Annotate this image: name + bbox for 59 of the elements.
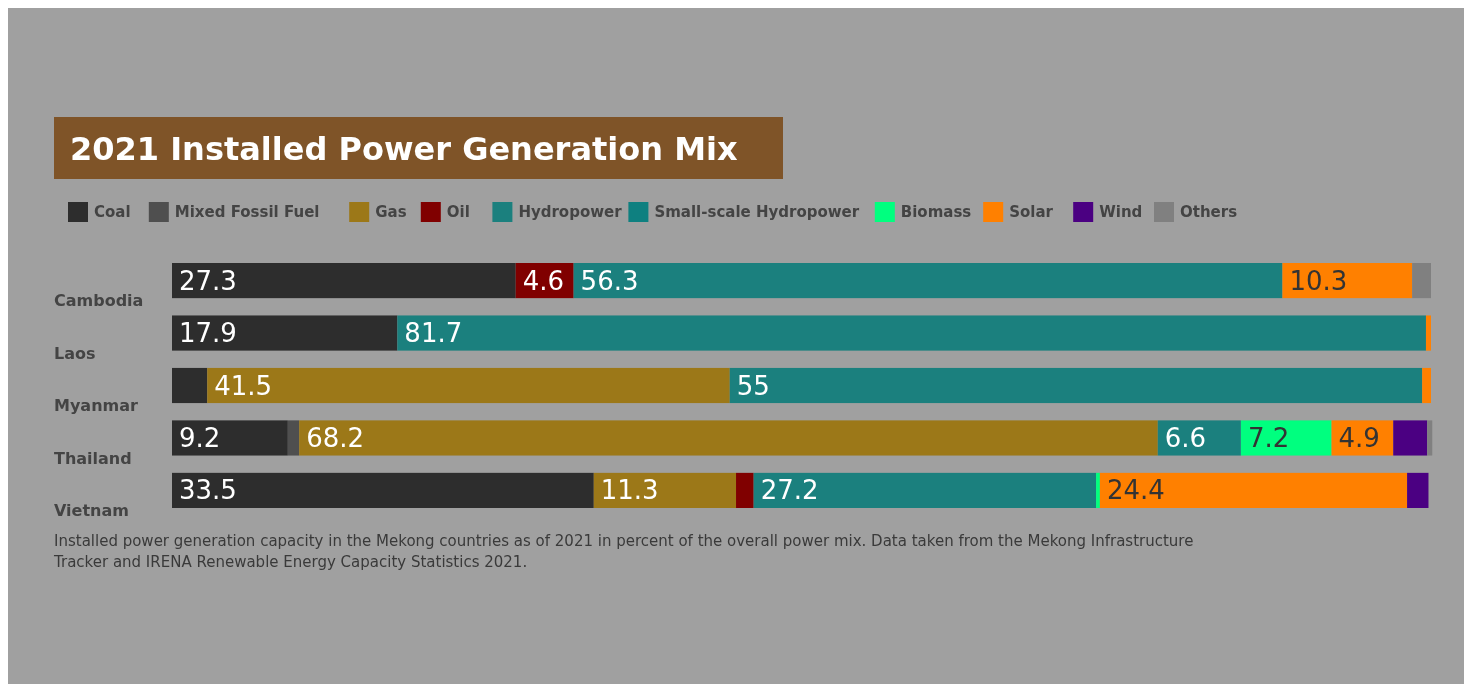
annotation: Installed power generation capacity in the Mekong countries as of 2021 in percent of the overall power mix. Data taken from the Mekong Infrastructure Tracker and IRENA Renewable Energy Capacity Statistics 2021. (53, 532, 1194, 571)
y-tick-label: Laos (54, 343, 96, 363)
bar (1412, 263, 1431, 299)
legend-label: Others (1180, 203, 1238, 221)
chart-title: 2021 Installed Power Generation Mix (70, 130, 738, 168)
data-label: 4.6 (522, 265, 565, 296)
bar (729, 367, 1423, 404)
bar (1425, 315, 1431, 351)
bar (753, 472, 1097, 508)
bar (1393, 420, 1428, 456)
bar (593, 472, 737, 508)
data-label: 27.2 (760, 475, 819, 506)
data-label: 9.2 (179, 422, 221, 453)
legend-label: Gas (375, 203, 407, 221)
data-label: 55 (736, 370, 770, 401)
legend-label: Biomass (900, 203, 972, 221)
bar (1407, 472, 1429, 508)
y-tick-label: Thailand (54, 448, 132, 468)
legend-label: Wind (1099, 203, 1143, 221)
data-label: 27.3 (179, 265, 237, 296)
bar (1282, 263, 1413, 299)
data-label: 4.9 (1338, 422, 1380, 453)
bar (172, 263, 516, 299)
legend-label: Oil (446, 203, 470, 221)
bar (1099, 472, 1408, 508)
bar (1096, 472, 1100, 508)
bar (172, 315, 398, 351)
bar (1240, 420, 1332, 456)
legend-label: Solar (1009, 203, 1054, 221)
bar (573, 263, 1283, 299)
bar (172, 472, 594, 508)
legend-label: Hydropower (518, 203, 623, 221)
y-tick-label: Vietnam (54, 501, 129, 520)
data-label: 11.3 (600, 475, 659, 506)
data-label: 41.5 (214, 370, 273, 401)
bar (172, 420, 288, 456)
data-label: 24.4 (1106, 475, 1165, 506)
data-label: 68.2 (306, 422, 365, 453)
y-tick-label: Cambodia (54, 291, 144, 311)
legend-label: Small-scale Hydropower (654, 203, 860, 221)
bar (299, 420, 1158, 456)
data-label: 17.9 (179, 318, 237, 349)
data-label: 10.3 (1289, 265, 1348, 296)
bar (397, 315, 1426, 351)
bar (207, 367, 730, 404)
data-label: 6.6 (1164, 422, 1207, 453)
bar (1422, 367, 1431, 404)
bar (736, 472, 754, 508)
data-label: 7.2 (1247, 422, 1290, 453)
data-label: 33.5 (179, 475, 237, 506)
bar (172, 367, 208, 404)
data-label: 56.3 (580, 265, 639, 296)
legend-label: Coal (94, 203, 131, 221)
bar (1157, 420, 1241, 456)
bar (1427, 420, 1433, 456)
legend-label: Mixed Fossil Fuel (174, 203, 320, 221)
y-tick-label: Myanmar (54, 396, 139, 416)
bar (287, 420, 300, 456)
data-label: 81.7 (404, 318, 463, 349)
